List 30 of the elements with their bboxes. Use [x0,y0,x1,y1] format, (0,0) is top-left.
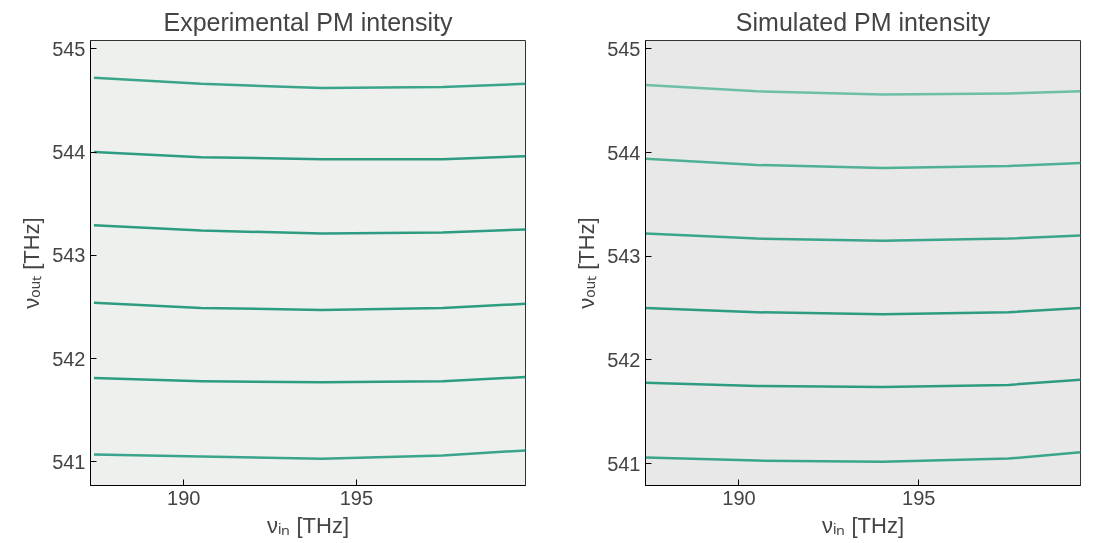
line-series [645,232,1081,242]
y-axis-title: νₒᵤₜ [THz] [19,217,45,309]
line-series [92,449,526,460]
line-series [645,378,1081,389]
y-tick-label: 545 [607,37,641,60]
y-tick-label: 541 [607,452,641,475]
chart-title: Simulated PM intensity [735,7,991,36]
x-tick-label: 195 [339,486,374,509]
chart-title: Experimental PM intensity [163,7,453,36]
x-tick-label: 195 [902,486,936,509]
x-tick-label: 190 [167,486,201,509]
line-series [645,157,1081,170]
line-series [92,76,526,90]
y-tick-label: 544 [607,141,641,164]
x-axis-title: νᵢₙ [THz] [266,512,350,538]
y-axis-title: νₒᵤₜ [THz] [574,217,600,309]
y-tick-label: 542 [52,347,86,370]
line-series [92,301,526,312]
y-tick-label: 541 [52,450,86,473]
line-series [645,83,1081,96]
line-series [645,451,1081,463]
y-tick-label: 543 [607,245,641,268]
y-tick-label: 545 [52,37,86,60]
y-tick-label: 544 [52,141,86,164]
line-series [92,224,526,235]
x-tick-label: 190 [722,486,756,509]
y-tick-label: 542 [607,348,641,371]
y-tick-label: 543 [52,244,86,267]
x-axis-title: νᵢₙ [THz] [821,512,905,538]
line-series [92,150,526,161]
